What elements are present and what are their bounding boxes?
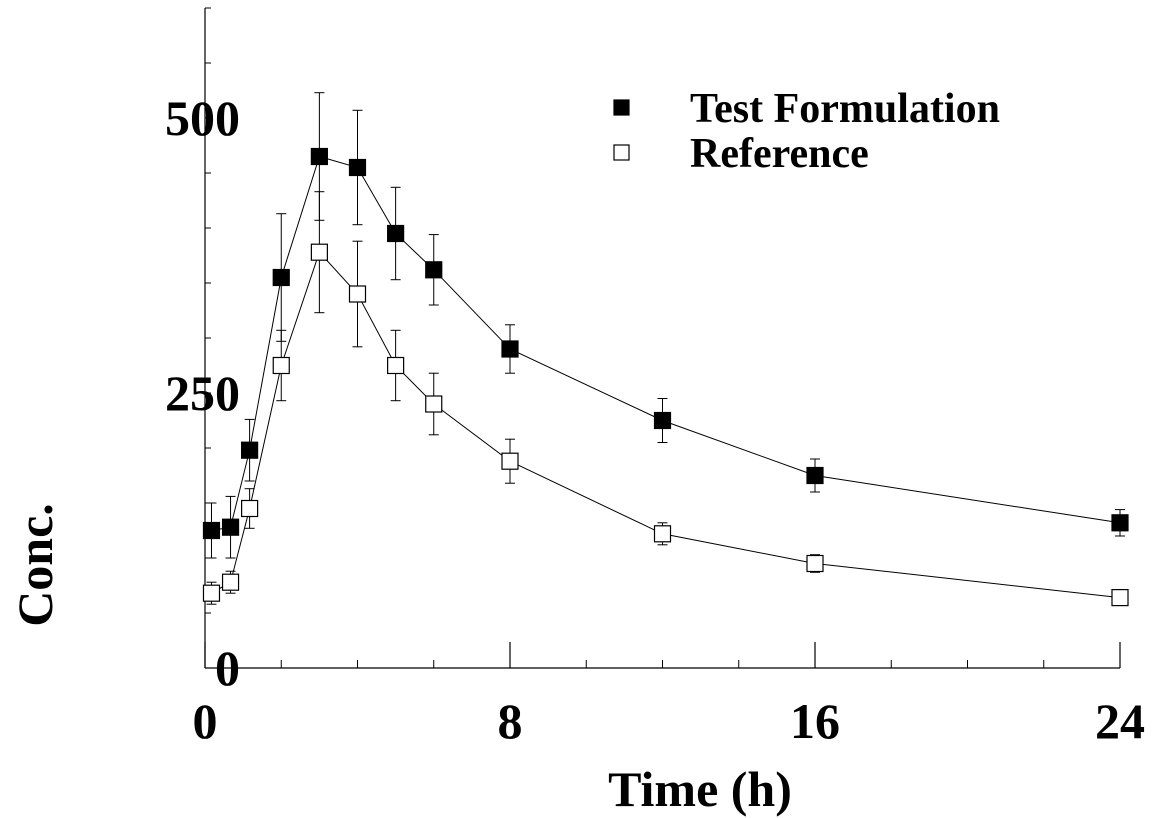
- series-line: [211, 251, 1121, 599]
- data-point: [348, 158, 367, 177]
- data-point: [221, 573, 240, 591]
- x-tick-label: 24: [1095, 693, 1145, 749]
- data-point: [272, 268, 290, 287]
- data-point: [310, 243, 328, 261]
- data-point: [272, 356, 290, 375]
- data-point: [202, 584, 221, 602]
- series-2: [202, 191, 1129, 607]
- data-point: [501, 452, 519, 470]
- y-axis-label: Conc.: [7, 503, 63, 627]
- data-point: [202, 521, 221, 540]
- legend-marker-1: [613, 99, 630, 116]
- x-tick-label: 8: [498, 693, 523, 749]
- series-layer: [202, 92, 1129, 607]
- data-point: [653, 525, 672, 543]
- data-point: [387, 224, 405, 243]
- data-point: [241, 499, 259, 518]
- legend-marker-2: [613, 144, 630, 161]
- data-point: [387, 356, 405, 375]
- data-point: [806, 466, 824, 485]
- data-point: [241, 441, 259, 459]
- data-point: [425, 395, 443, 413]
- x-axis-label: Time (h): [608, 761, 792, 817]
- x-tick-label: 0: [193, 693, 218, 749]
- legend-label-1: Test Formulation: [690, 86, 1000, 132]
- data-point: [653, 411, 672, 430]
- data-point: [310, 147, 328, 166]
- data-point: [425, 261, 443, 279]
- data-point: [348, 285, 367, 303]
- labels: Time (h) Conc.: [7, 503, 792, 817]
- axes: 0 8 16 24 0 250 500: [165, 7, 1145, 749]
- data-point: [221, 518, 240, 536]
- data-point: [1111, 514, 1129, 532]
- x-tick-label: 16: [790, 693, 840, 749]
- series-line: [211, 155, 1121, 531]
- legend-label-2: Reference: [690, 131, 869, 177]
- y-tick-label: 250: [165, 365, 240, 421]
- y-tick-label: 0: [215, 640, 240, 696]
- y-tick-label: 500: [165, 90, 240, 146]
- data-point: [501, 340, 519, 358]
- data-point: [1111, 588, 1129, 607]
- series-1: [202, 92, 1129, 559]
- data-point: [806, 554, 824, 573]
